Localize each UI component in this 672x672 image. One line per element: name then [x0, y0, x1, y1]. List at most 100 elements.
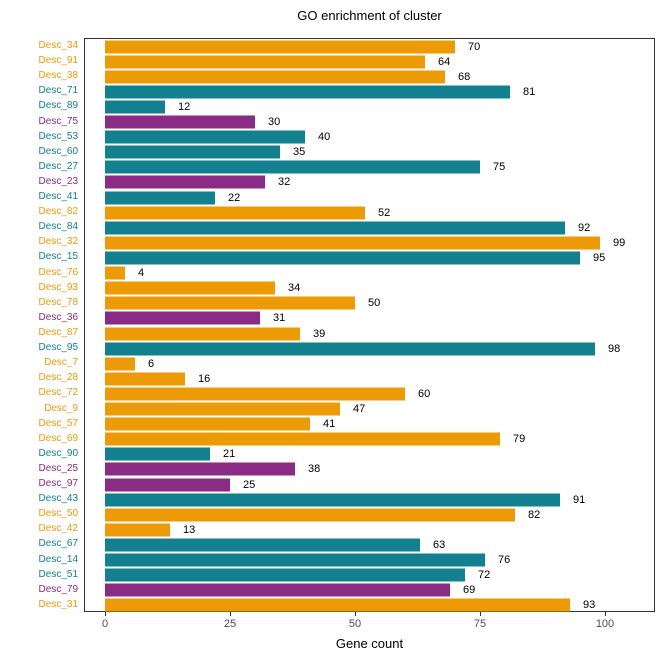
bar-row: 39 [85, 326, 654, 341]
y-axis-label-Desc_75: Desc_75 [38, 115, 78, 127]
bar-value-label: 50 [368, 297, 381, 310]
bar-row: 16 [85, 371, 654, 386]
bar-Desc_69 [105, 432, 500, 446]
bar-value-label: 68 [458, 70, 471, 83]
x-tick-label: 0 [101, 618, 109, 630]
bar-row: 98 [85, 341, 654, 356]
bar-value-label: 98 [608, 342, 621, 355]
bar-Desc_76 [105, 266, 125, 280]
bar-Desc_23 [105, 175, 265, 189]
y-axis-label-Desc_57: Desc_57 [38, 417, 78, 429]
y-axis-label-Desc_36: Desc_36 [38, 311, 78, 323]
bar-Desc_42 [105, 523, 170, 537]
bar-value-label: 70 [468, 40, 481, 53]
bar-Desc_90 [105, 447, 210, 461]
bar-row: 82 [85, 507, 654, 522]
bar-Desc_31 [105, 598, 570, 612]
bar-row: 13 [85, 522, 654, 537]
y-axis-label-Desc_42: Desc_42 [38, 523, 78, 535]
y-axis-label-Desc_38: Desc_38 [38, 70, 78, 82]
x-tick-label: 75 [473, 618, 487, 630]
bar-row: 40 [85, 130, 654, 145]
bar-Desc_67 [105, 538, 420, 552]
y-axis-label-Desc_93: Desc_93 [38, 281, 78, 293]
bar-Desc_95 [105, 342, 595, 356]
bar-value-label: 22 [228, 191, 241, 204]
bar-value-label: 39 [313, 327, 326, 340]
bar-Desc_14 [105, 553, 485, 567]
bar-value-label: 92 [578, 221, 591, 234]
y-axis-label-Desc_89: Desc_89 [38, 100, 78, 112]
y-axis-label-Desc_14: Desc_14 [38, 553, 78, 565]
y-axis-label-Desc_95: Desc_95 [38, 342, 78, 354]
bar-Desc_41 [105, 191, 215, 205]
bar-Desc_60 [105, 145, 280, 159]
chart-title: GO enrichment of cluster [297, 8, 442, 23]
y-axis-label-Desc_67: Desc_67 [38, 538, 78, 550]
bar-row: 64 [85, 54, 654, 69]
bar-Desc_51 [105, 568, 465, 582]
bar-value-label: 6 [148, 357, 155, 370]
y-axis-label-Desc_91: Desc_91 [38, 55, 78, 67]
bar-Desc_27 [105, 160, 480, 174]
bar-Desc_79 [105, 583, 450, 597]
bar-value-label: 81 [523, 85, 536, 98]
bar-row: 75 [85, 160, 654, 175]
bar-value-label: 60 [418, 387, 431, 400]
bar-Desc_38 [105, 70, 445, 84]
bar-value-label: 95 [593, 252, 606, 265]
y-axis-label-Desc_23: Desc_23 [38, 175, 78, 187]
bar-row: 31 [85, 311, 654, 326]
y-axis-label-Desc_41: Desc_41 [38, 191, 78, 203]
y-axis-label-Desc_79: Desc_79 [38, 583, 78, 595]
y-axis-label-Desc_97: Desc_97 [38, 478, 78, 490]
bar-Desc_78 [105, 296, 355, 310]
bar-row: 95 [85, 250, 654, 265]
bar-row: 93 [85, 598, 654, 613]
y-axis-label-Desc_9: Desc_9 [44, 402, 78, 414]
bar-Desc_57 [105, 417, 310, 431]
y-axis-label-Desc_53: Desc_53 [38, 130, 78, 142]
bar-row: 52 [85, 205, 654, 220]
bar-row: 47 [85, 402, 654, 417]
y-axis-label-Desc_51: Desc_51 [38, 568, 78, 580]
y-axis-label-Desc_32: Desc_32 [38, 236, 78, 248]
bar-Desc_84 [105, 221, 565, 235]
bar-Desc_32 [105, 236, 600, 250]
bar-Desc_34 [105, 40, 455, 54]
bar-Desc_93 [105, 281, 275, 295]
bar-Desc_28 [105, 372, 185, 386]
bar-row: 63 [85, 537, 654, 552]
bar-row: 72 [85, 568, 654, 583]
bar-value-label: 38 [308, 463, 321, 476]
bar-row: 34 [85, 281, 654, 296]
x-tick [229, 612, 231, 616]
bar-Desc_75 [105, 115, 255, 129]
bar-row: 25 [85, 477, 654, 492]
bar-Desc_97 [105, 478, 230, 492]
y-axis-label-Desc_71: Desc_71 [38, 85, 78, 97]
bar-Desc_50 [105, 508, 515, 522]
bar-Desc_72 [105, 387, 405, 401]
bar-row: 22 [85, 190, 654, 205]
bar-row: 35 [85, 145, 654, 160]
bar-value-label: 64 [438, 55, 451, 68]
bar-value-label: 4 [138, 267, 145, 280]
bar-value-label: 47 [353, 403, 366, 416]
bar-value-label: 12 [178, 100, 191, 113]
bar-value-label: 31 [273, 312, 286, 325]
y-axis-label-Desc_31: Desc_31 [38, 598, 78, 610]
y-axis-label-Desc_90: Desc_90 [38, 447, 78, 459]
y-axis-label-Desc_43: Desc_43 [38, 493, 78, 505]
y-axis-label-Desc_25: Desc_25 [38, 462, 78, 474]
plot-panel: 70 64 68 81 12 30 40 35 75 32 22 52 92 99 95 4 34 50 31 39 9… [84, 38, 655, 612]
bar-value-label: 35 [293, 146, 306, 159]
y-axis-label-Desc_27: Desc_27 [38, 160, 78, 172]
bar-row: 4 [85, 266, 654, 281]
y-axis-label-Desc_50: Desc_50 [38, 508, 78, 520]
bar-row: 50 [85, 296, 654, 311]
x-tick [604, 612, 606, 616]
y-axis-label-Desc_69: Desc_69 [38, 432, 78, 444]
y-axis-label-Desc_84: Desc_84 [38, 221, 78, 233]
bar-value-label: 32 [278, 176, 291, 189]
